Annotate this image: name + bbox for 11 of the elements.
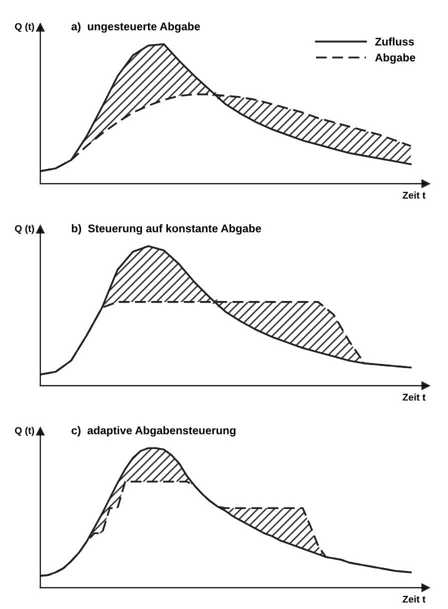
x-axis-title: Zeit t (402, 596, 426, 603)
x-axis-title: Zeit t (402, 192, 426, 199)
chart-title: a) ungesteuerte Abgabe (71, 22, 200, 33)
legend-label: Zufluss (375, 37, 414, 46)
y-axis-title: Q (t) (14, 426, 34, 436)
x-axis-title: Zeit t (402, 394, 426, 401)
chart-title: c) adaptive Abgabensteuerung (72, 426, 236, 437)
chart-title: b) Steuerung auf konstante Abgabe (72, 224, 262, 235)
y-axis-title: Q (t) (14, 22, 34, 32)
legend-label: Abgabe (375, 53, 416, 64)
y-axis-title: Q (t) (14, 224, 34, 234)
